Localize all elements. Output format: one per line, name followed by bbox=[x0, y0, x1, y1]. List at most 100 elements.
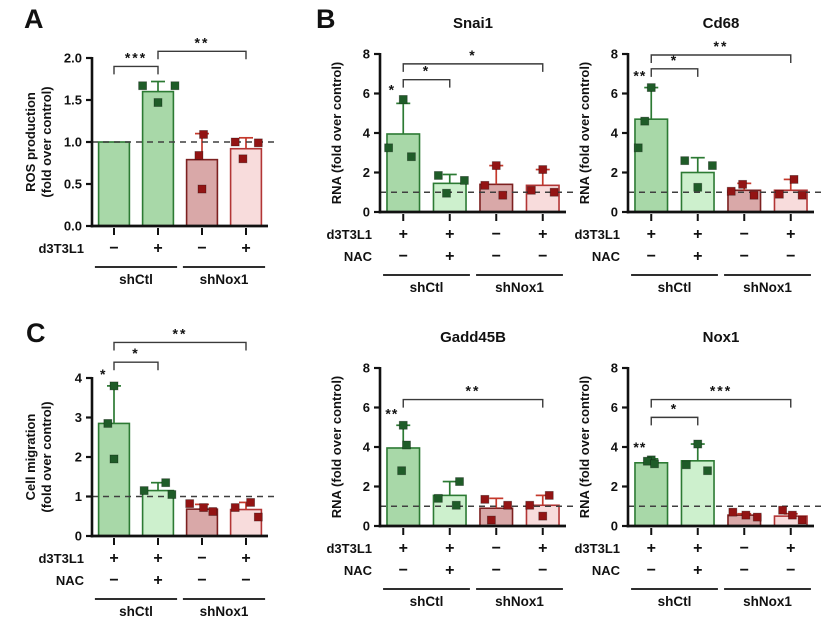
condition-symbol: − bbox=[538, 562, 547, 579]
significance-label: *** bbox=[710, 383, 732, 399]
significance-label: ** bbox=[466, 383, 481, 399]
chart-svg-A: 0.0 0.5 1.0 1.5 2.0 ROS production (fold over … bbox=[23, 34, 276, 287]
data-point bbox=[442, 188, 451, 198]
data-point bbox=[693, 182, 703, 192]
bar bbox=[386, 447, 421, 527]
data-point bbox=[646, 83, 656, 92]
y-tick-label: 1 bbox=[75, 489, 82, 504]
y-tick-label: 4 bbox=[611, 126, 619, 141]
significance-label: ** bbox=[714, 38, 729, 54]
significance-bracket bbox=[113, 65, 159, 75]
data-point bbox=[633, 143, 643, 153]
y-axis-label: (fold over control) bbox=[39, 86, 54, 197]
data-point bbox=[789, 175, 799, 184]
significance-bracket bbox=[402, 63, 544, 72]
condition-symbol: + bbox=[647, 226, 656, 243]
y-tick-label: 2 bbox=[611, 165, 618, 180]
condition-symbol: − bbox=[399, 248, 408, 265]
condition-row-label: NAC bbox=[592, 563, 621, 578]
condition-symbol: + bbox=[153, 240, 162, 257]
y-tick-label: 0 bbox=[75, 529, 82, 544]
data-point bbox=[153, 98, 163, 107]
chart-nox1: ** 0 2 4 6 8 RNA (fold over control) Nox1 d3T3L1… bbox=[574, 322, 824, 614]
y-tick-label: 4 bbox=[363, 440, 371, 455]
y-axis-label: RNA (fold over control) bbox=[329, 376, 344, 519]
y-tick-label: 6 bbox=[363, 86, 370, 101]
condition-symbol: − bbox=[647, 248, 656, 265]
chart-title: Snai1 bbox=[453, 15, 493, 32]
y-axis-label: RNA (fold over control) bbox=[577, 62, 592, 205]
significance-bracket bbox=[113, 361, 159, 371]
data-point bbox=[680, 156, 690, 166]
significance-bracket bbox=[650, 416, 699, 426]
condition-symbol: − bbox=[740, 540, 749, 557]
condition-symbol: − bbox=[740, 248, 749, 265]
data-point bbox=[406, 152, 416, 162]
significance-label: * bbox=[469, 47, 476, 63]
condition-symbol: − bbox=[197, 550, 206, 567]
group-label: shNox1 bbox=[743, 594, 792, 609]
y-tick-label: 8 bbox=[363, 361, 370, 376]
condition-symbol: − bbox=[492, 540, 501, 557]
condition-row-label: NAC bbox=[592, 249, 621, 264]
group-label: shNox1 bbox=[495, 594, 544, 609]
condition-row-label: NAC bbox=[56, 573, 85, 588]
y-tick-label: 0 bbox=[363, 519, 370, 534]
data-point bbox=[138, 81, 147, 91]
data-point bbox=[480, 494, 490, 504]
data-point bbox=[167, 490, 177, 499]
significance-label: * bbox=[423, 63, 430, 79]
chart-svg-C: * 0 1 2 3 4 Cell migration (fold over control) d… bbox=[23, 325, 276, 619]
significance-bracket bbox=[650, 68, 699, 77]
y-tick-label: 2 bbox=[363, 165, 370, 180]
condition-symbol: + bbox=[693, 562, 702, 579]
condition-row-label: d3T3L1 bbox=[326, 541, 372, 556]
y-tick-label: 2 bbox=[363, 479, 370, 494]
panel-label-c: C bbox=[26, 318, 46, 348]
condition-row-label: d3T3L1 bbox=[38, 241, 84, 256]
data-point bbox=[480, 180, 490, 190]
data-point bbox=[526, 185, 536, 195]
condition-symbol: − bbox=[740, 562, 749, 579]
data-point bbox=[185, 499, 195, 509]
data-point bbox=[538, 165, 548, 174]
data-point bbox=[199, 503, 208, 512]
chart-title: Gadd45B bbox=[440, 329, 506, 346]
condition-row-label: d3T3L1 bbox=[574, 541, 620, 556]
bar-significance-star: * bbox=[389, 81, 395, 97]
y-axis-label: RNA (fold over control) bbox=[329, 62, 344, 205]
condition-symbol: + bbox=[445, 540, 454, 557]
condition-symbol: − bbox=[492, 248, 501, 265]
condition-symbol: + bbox=[693, 540, 702, 557]
y-tick-label: 6 bbox=[611, 86, 618, 101]
group-label: shNox1 bbox=[495, 280, 544, 295]
bar bbox=[634, 118, 669, 213]
data-point bbox=[525, 500, 535, 510]
condition-symbol: − bbox=[647, 562, 656, 579]
significance-label: ** bbox=[173, 326, 188, 341]
y-tick-label: 0.5 bbox=[64, 177, 82, 192]
data-point bbox=[398, 420, 408, 430]
condition-row-label: d3T3L1 bbox=[574, 227, 620, 242]
data-point bbox=[741, 510, 751, 520]
data-point bbox=[238, 154, 248, 164]
data-point bbox=[230, 137, 240, 147]
significance-label: * bbox=[671, 52, 678, 68]
data-point bbox=[749, 190, 759, 200]
bar-significance-star: ** bbox=[385, 405, 398, 421]
data-point bbox=[253, 512, 263, 522]
condition-symbol: − bbox=[740, 226, 749, 243]
bar-significance-star: * bbox=[100, 366, 106, 382]
data-point bbox=[170, 81, 180, 91]
condition-row-label: NAC bbox=[344, 563, 373, 578]
y-tick-label: 8 bbox=[611, 361, 618, 376]
group-label: shCtl bbox=[119, 604, 153, 618]
y-tick-label: 4 bbox=[75, 371, 83, 386]
condition-symbol: + bbox=[153, 572, 162, 589]
y-tick-label: 0 bbox=[611, 519, 618, 534]
y-tick-label: 0 bbox=[611, 205, 618, 220]
data-point bbox=[459, 175, 469, 185]
y-tick-label: 1.0 bbox=[64, 135, 82, 150]
significance-label: ** bbox=[195, 34, 210, 50]
